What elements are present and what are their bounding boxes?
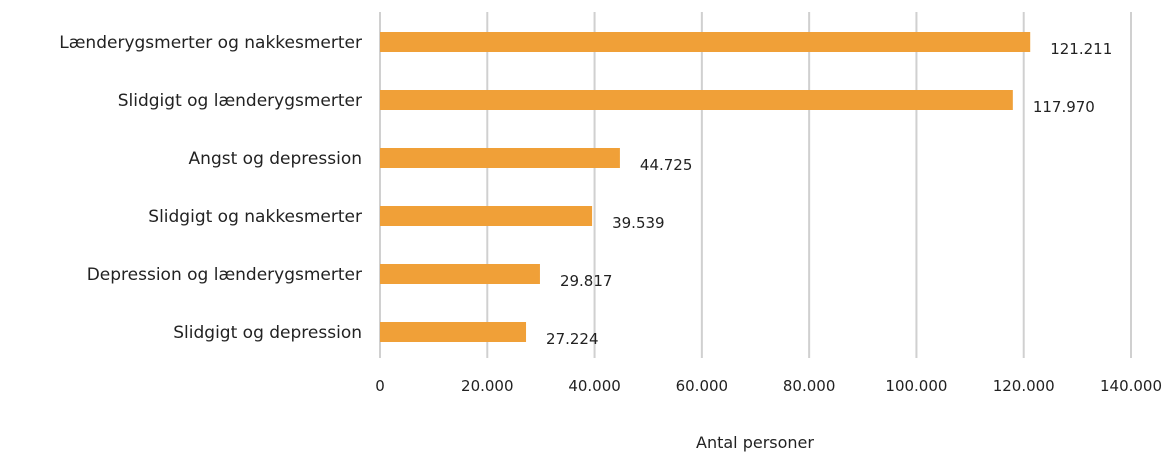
bar: [380, 322, 527, 342]
bar: [380, 32, 1031, 52]
x-tick-label: 60.000: [676, 377, 729, 395]
data-label: 29.817: [560, 272, 613, 290]
x-tick-label: 120.000: [993, 377, 1055, 395]
x-tick-label: 20.000: [461, 377, 514, 395]
data-label: 44.725: [640, 156, 693, 174]
bar: [380, 90, 1013, 110]
bar: [380, 206, 593, 226]
gridlines: [379, 12, 1132, 358]
category-label: Angst og depression: [189, 149, 362, 169]
category-label: Slidgigt og depression: [173, 323, 362, 343]
x-axis-title: Antal personer: [696, 433, 814, 452]
x-tick-label: 40.000: [568, 377, 621, 395]
x-tick-label: 0: [375, 377, 385, 395]
data-labels: 121.211 117.970 44.725 39.539 29.817 27.224: [546, 40, 1112, 348]
data-label: 121.211: [1050, 40, 1112, 58]
x-tick-label: 80.000: [783, 377, 836, 395]
data-label: 27.224: [546, 330, 599, 348]
bar: [380, 148, 620, 168]
category-label: Lænderygsmerter og nakkesmerter: [59, 33, 362, 53]
x-tick-label: 140.000: [1100, 377, 1162, 395]
category-label: Slidgigt og lænderygsmerter: [118, 91, 362, 111]
x-tick-labels: 0 20.000 40.000 60.000 80.000 100.000 120.000 1…: [375, 377, 1162, 395]
x-tick-label: 100.000: [885, 377, 947, 395]
data-label: 39.539: [612, 214, 665, 232]
data-label: 117.970: [1033, 98, 1095, 116]
bar: [380, 264, 540, 284]
category-label: Depression og lænderygsmerter: [87, 265, 362, 285]
bars: [380, 32, 1031, 342]
category-label: Slidgigt og nakkesmerter: [148, 207, 362, 227]
category-labels: Lænderygsmerter og nakkesmerter Slidgigt …: [59, 33, 362, 343]
